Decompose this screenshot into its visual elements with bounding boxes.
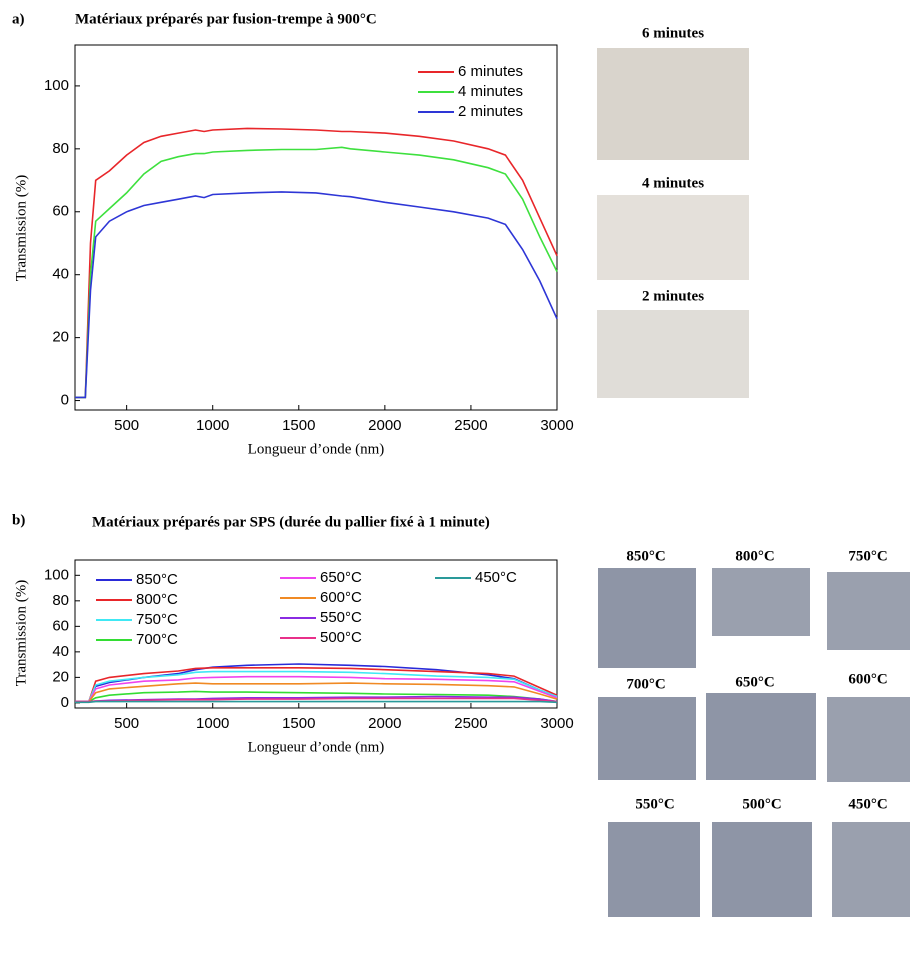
legend-label: 600°C (320, 589, 362, 606)
line-series (75, 127, 558, 399)
photo-label: 800°C (735, 548, 774, 564)
photo (706, 693, 816, 780)
legend-label: 500°C (320, 629, 362, 646)
x-tick-label: 2000 (368, 417, 401, 434)
plot-frame (74, 44, 558, 411)
y-tick-label: 40 (52, 266, 69, 283)
legend-label: 4 minutes (458, 83, 523, 100)
legend-label: 750°C (136, 611, 178, 628)
legend-label: 650°C (320, 569, 362, 586)
x-tick-label: 2500 (454, 715, 487, 732)
photo (597, 48, 749, 160)
panel-label: a) (12, 11, 25, 27)
legend-label: 700°C (136, 631, 178, 648)
x-axis-title: Longueur d’onde (nm) (248, 441, 385, 457)
line-series (75, 690, 558, 703)
y-tick-label: 20 (52, 668, 69, 685)
line-series (75, 675, 558, 703)
x-tick-label: 1500 (282, 715, 315, 732)
photo (597, 310, 749, 398)
x-tick-label: 3000 (540, 417, 573, 434)
line-series (75, 663, 558, 703)
y-tick-label: 80 (52, 592, 69, 609)
x-tick-label: 1000 (196, 417, 229, 434)
line-series (75, 670, 558, 703)
photo-label: 450°C (848, 796, 887, 812)
plot-frame (74, 559, 558, 709)
x-tick-label: 1500 (282, 417, 315, 434)
x-tick-label: 3000 (540, 715, 573, 732)
legend-label: 550°C (320, 609, 362, 626)
y-tick-label: 0 (61, 392, 69, 409)
photo (598, 697, 696, 780)
legend-label: 800°C (136, 591, 178, 608)
line-series (75, 191, 558, 399)
photo-label: 500°C (742, 796, 781, 812)
panel-label: b) (12, 512, 25, 528)
legend-label: 6 minutes (458, 63, 523, 80)
y-axis-title: Transmission (%) (13, 175, 29, 282)
photo (827, 572, 910, 650)
y-tick-label: 100 (44, 77, 69, 94)
x-tick-label: 2000 (368, 715, 401, 732)
photo (827, 697, 910, 782)
photo-label: 750°C (848, 548, 887, 564)
photo-label: 600°C (848, 671, 887, 687)
chart-title: Matériaux préparés par SPS (durée du pal… (92, 514, 490, 530)
photo (712, 568, 810, 636)
y-tick-label: 40 (52, 643, 69, 660)
x-tick-label: 500 (114, 417, 139, 434)
line-series (75, 146, 558, 399)
photo-label: 6 minutes (642, 25, 704, 41)
x-tick-label: 1000 (196, 715, 229, 732)
photo (598, 568, 696, 668)
x-tick-label: 500 (114, 715, 139, 732)
y-tick-label: 60 (52, 617, 69, 634)
photo-label: 650°C (735, 674, 774, 690)
y-tick-label: 0 (61, 694, 69, 711)
photo-label: 850°C (626, 548, 665, 564)
legend-label: 2 minutes (458, 103, 523, 120)
photo (832, 822, 910, 917)
photo-label: 550°C (635, 796, 674, 812)
x-tick-label: 2500 (454, 417, 487, 434)
photo (597, 195, 749, 280)
legend-label: 850°C (136, 571, 178, 588)
photo (608, 822, 700, 917)
y-tick-label: 60 (52, 203, 69, 220)
y-tick-label: 100 (44, 566, 69, 583)
chart-title: Matériaux préparés par fusion-trempe à 9… (75, 11, 377, 27)
photo-label: 2 minutes (642, 288, 704, 304)
photo-label: 4 minutes (642, 175, 704, 191)
photo (712, 822, 812, 917)
y-axis-title: Transmission (%) (13, 580, 29, 687)
y-tick-label: 20 (52, 329, 69, 346)
line-series (75, 682, 558, 703)
photo-label: 700°C (626, 676, 665, 692)
x-axis-title: Longueur d’onde (nm) (248, 739, 385, 755)
y-tick-label: 80 (52, 140, 69, 157)
line-series (75, 667, 558, 703)
legend-label: 450°C (475, 569, 517, 586)
line-series (75, 700, 558, 704)
